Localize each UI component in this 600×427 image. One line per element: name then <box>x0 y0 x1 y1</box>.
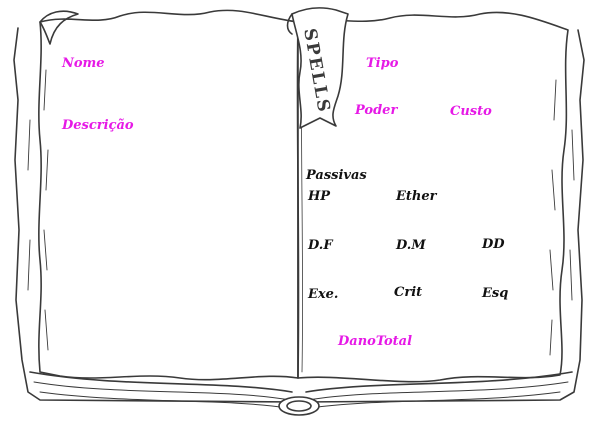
spells-ribbon <box>291 7 349 129</box>
passives-label: Passivas <box>306 168 367 183</box>
hp-label: HP <box>308 189 331 204</box>
type-label: Tipo <box>366 56 399 71</box>
dd-label: DD <box>482 237 505 252</box>
spine-clasp <box>278 396 320 416</box>
page-curl <box>39 10 79 45</box>
power-label: Poder <box>355 103 398 118</box>
left-page <box>38 9 299 381</box>
description-label: Descrição <box>62 118 134 133</box>
page-edges <box>29 371 573 393</box>
book-gutter <box>296 21 300 379</box>
cost-label: Custo <box>450 104 492 119</box>
name-label: Nome <box>62 56 105 71</box>
df-label: D.F <box>308 238 333 253</box>
dm-label: D.M <box>396 238 426 253</box>
esq-label: Esq <box>482 286 509 301</box>
ether-label: Ether <box>396 189 437 204</box>
total-damage-label: DanoTotal <box>338 334 413 349</box>
crit-label: Crit <box>394 285 423 300</box>
right-page <box>297 11 569 383</box>
exe-label: Exe. <box>308 287 339 302</box>
